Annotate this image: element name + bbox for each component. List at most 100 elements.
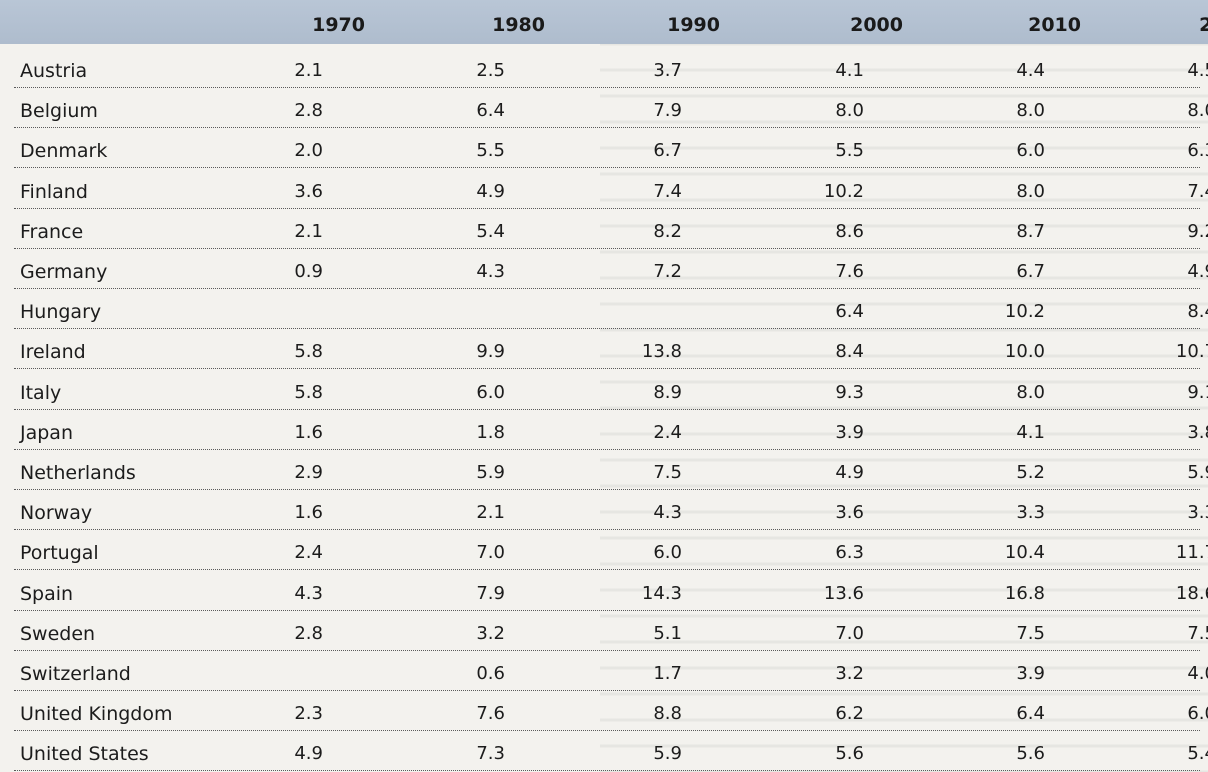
table-row: Portugal 2.4 7.0 6.0 6.3 10.4 11.7: [0, 530, 1208, 571]
value-cell: 6.7: [653, 140, 682, 162]
value-cell: 6.3: [835, 542, 864, 564]
country-cell: Portugal: [20, 542, 99, 565]
country-cell: Netherlands: [20, 462, 136, 484]
country-cell: United States: [20, 743, 149, 766]
table-row: Germany 0.9 4.3 7.2 7.6 6.7 4.9: [0, 249, 1208, 289]
country-cell: Switzerland: [20, 663, 131, 685]
value-cell: 6.4: [835, 301, 864, 323]
value-cell: 5.2: [1016, 462, 1045, 483]
value-cell: 8.0: [835, 100, 864, 122]
value-cell: 16.8: [1004, 582, 1045, 604]
value-cell: 7.2: [653, 261, 682, 282]
value-cell: 9.1: [1187, 381, 1208, 403]
value-cell: 6.4: [476, 100, 505, 122]
value-cell: 0.9: [294, 261, 323, 282]
column-header-2010: 2010: [1028, 14, 1081, 36]
value-cell: 1.6: [294, 502, 323, 524]
value-cell: 4.5: [1187, 60, 1208, 81]
value-cell: 7.5: [653, 462, 682, 483]
value-cell: 2.0: [294, 140, 323, 162]
column-header-1990: 1990: [667, 14, 720, 36]
country-cell: Norway: [20, 502, 93, 525]
value-cell: 9.3: [835, 381, 864, 403]
country-cell: United Kingdom: [20, 703, 173, 726]
value-cell: 6.0: [1016, 140, 1045, 162]
table-row: Spain 4.3 7.9 14.3 13.6 16.8 18.6: [0, 571, 1208, 611]
country-cell: Sweden: [20, 622, 96, 645]
table-header: 1970 1980 1990 2000 2010 2015: [0, 0, 1208, 44]
value-cell: 4.4: [1016, 60, 1045, 81]
table-row: Switzerland 0.6 1.7 3.2 3.9 4.0: [0, 651, 1208, 691]
value-cell: 7.0: [835, 622, 864, 644]
country-cell: Hungary: [20, 301, 102, 324]
value-cell: 10.2: [823, 180, 864, 202]
value-cell: 7.9: [476, 582, 505, 604]
value-cell: 5.6: [1016, 743, 1045, 765]
value-cell: 6.7: [1016, 261, 1045, 282]
value-cell: 8.8: [653, 703, 682, 725]
value-cell: 3.6: [294, 180, 323, 202]
table-row: Sweden 2.8 3.2 5.1 7.0 7.5 7.5: [0, 611, 1208, 651]
value-cell: 0.6: [476, 663, 505, 684]
value-cell: 1.8: [476, 421, 505, 443]
value-cell: 2.9: [294, 462, 323, 483]
value-cell: 9.2: [1187, 220, 1208, 242]
value-cell: 3.6: [835, 502, 864, 524]
country-cell: Austria: [20, 60, 88, 82]
value-cell: 2.4: [294, 542, 323, 564]
value-cell: 4.0: [1187, 663, 1208, 684]
value-cell: 1.6: [294, 421, 323, 443]
value-cell: 8.2: [653, 220, 682, 242]
value-cell: 4.9: [835, 462, 864, 483]
value-cell: 2.1: [476, 502, 505, 524]
value-cell: 3.2: [835, 663, 864, 684]
value-cell: 3.7: [653, 60, 682, 81]
column-header-1970: 1970: [312, 14, 365, 36]
value-cell: 11.7: [1175, 542, 1208, 564]
value-cell: 8.0: [1187, 100, 1208, 122]
value-cell: 8.0: [1016, 100, 1045, 122]
value-cell: 7.3: [476, 743, 505, 765]
value-cell: 3.3: [1016, 502, 1045, 524]
value-cell: 4.9: [294, 743, 323, 765]
value-cell: 4.3: [476, 261, 505, 282]
value-cell: 6.0: [476, 381, 505, 403]
value-cell: 4.9: [1187, 261, 1208, 282]
value-cell: 4.1: [835, 60, 864, 81]
value-cell: 2.8: [294, 100, 323, 122]
value-cell: 8.0: [1016, 180, 1045, 202]
value-cell: 6.0: [1187, 703, 1208, 725]
value-cell: 2.1: [294, 220, 323, 242]
value-cell: 7.6: [835, 261, 864, 282]
value-cell: 10.2: [1004, 301, 1045, 323]
value-cell: 18.6: [1175, 582, 1208, 604]
table-row: Ireland 5.8 9.9 13.8 8.4 10.0 10.7: [0, 329, 1208, 370]
table-row: Belgium 2.8 6.4 7.9 8.0 8.0 8.0: [0, 88, 1208, 129]
value-cell: 2.5: [476, 60, 505, 81]
country-cell: Ireland: [20, 341, 86, 364]
value-cell: 1.7: [653, 663, 682, 684]
value-cell: 7.0: [476, 542, 505, 564]
value-cell: 5.5: [476, 140, 505, 162]
table-row: Hungary 6.4 10.2 8.4: [0, 289, 1208, 330]
column-header-1980: 1980: [492, 14, 545, 36]
country-cell: Belgium: [20, 100, 98, 123]
value-cell: 5.8: [294, 341, 323, 363]
value-cell: 3.9: [1016, 663, 1045, 684]
value-cell: 4.1: [1016, 421, 1045, 443]
value-cell: 13.6: [823, 582, 864, 604]
table-row: Japan 1.6 1.8 2.4 3.9 4.1 3.8: [0, 410, 1208, 450]
value-cell: 3.9: [835, 421, 864, 443]
value-cell: 7.4: [653, 180, 682, 202]
value-cell: 7.6: [476, 703, 505, 725]
value-cell: 5.5: [835, 140, 864, 162]
value-cell: 5.9: [653, 743, 682, 765]
value-cell: 8.4: [835, 341, 864, 363]
value-cell: 2.1: [294, 60, 323, 81]
value-cell: 8.0: [1016, 381, 1045, 403]
table-row: United States 4.9 7.3 5.9 5.6 5.6 5.4: [0, 731, 1208, 772]
value-cell: 7.9: [653, 100, 682, 122]
country-cell: Denmark: [20, 140, 108, 163]
country-cell: Japan: [20, 421, 73, 444]
country-cell: Germany: [20, 261, 108, 283]
